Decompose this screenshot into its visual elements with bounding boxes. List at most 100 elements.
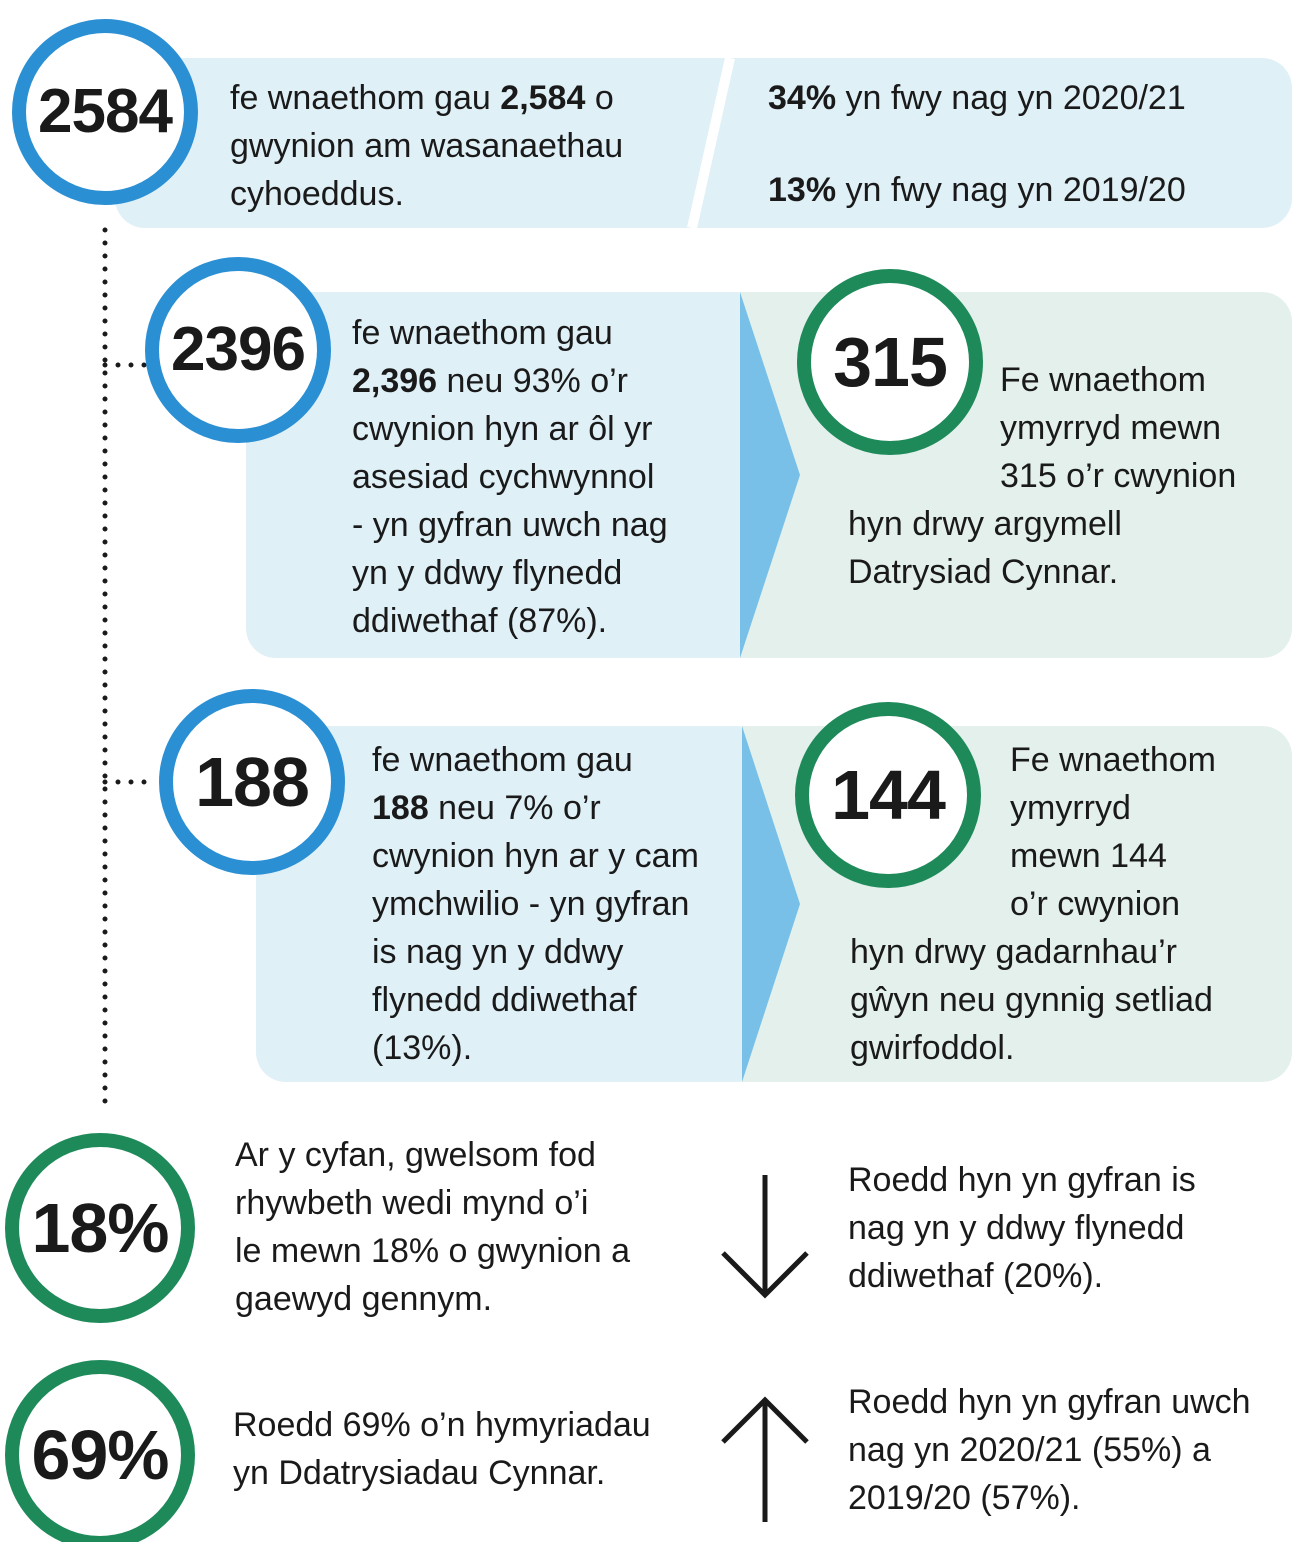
flow-arrow bbox=[740, 292, 800, 658]
text-line: fe wnaethom gau bbox=[372, 736, 633, 784]
text-line: 13% yn fwy nag yn 2019/20 bbox=[768, 166, 1186, 214]
text: (13%). bbox=[372, 1029, 473, 1067]
trend-arrow-up bbox=[721, 1396, 809, 1522]
text-line: 188 neu 7% o’r bbox=[372, 784, 601, 832]
text-line: ddiwethaf (20%). bbox=[848, 1252, 1103, 1300]
text-line: - yn gyfran uwch nag bbox=[352, 501, 668, 549]
text: Roedd 69% o’n hymyriadau bbox=[233, 1406, 651, 1444]
bold-text: 2,584 bbox=[500, 79, 586, 117]
circle bbox=[5, 1133, 195, 1323]
text-line: 315 o’r cwynion bbox=[1000, 452, 1236, 500]
bold-text: 13% bbox=[768, 171, 837, 209]
text: 2019/20 (57%). bbox=[848, 1479, 1081, 1517]
text: neu 93% o’r bbox=[437, 362, 628, 400]
text-line: cwynion hyn ar ôl yr bbox=[352, 405, 652, 453]
text: ymyrryd mewn bbox=[1000, 409, 1222, 447]
circle bbox=[145, 257, 331, 443]
text-line: Roedd hyn yn gyfran uwch bbox=[848, 1378, 1251, 1426]
circle bbox=[5, 1360, 195, 1542]
text-line: gwynion am wasanaethau bbox=[230, 122, 623, 170]
text: ymchwilio - yn gyfran bbox=[372, 885, 690, 923]
text: neu 7% o’r bbox=[428, 789, 601, 827]
blue-panel bbox=[256, 726, 766, 1082]
text: yn fwy nag yn 2019/20 bbox=[836, 171, 1186, 209]
text: o bbox=[585, 79, 614, 117]
text: fe wnaethom gau bbox=[230, 79, 501, 117]
blue-panel bbox=[246, 292, 766, 658]
text-line: nag yn y ddwy flynedd bbox=[848, 1204, 1184, 1252]
text: le mewn 18% o gwynion a bbox=[235, 1232, 631, 1270]
text: gwirfoddol. bbox=[850, 1029, 1015, 1067]
circle-number: 144 bbox=[831, 756, 946, 834]
text-line: gaewyd gennym. bbox=[235, 1275, 492, 1323]
text: yn Ddatrysiadau Cynnar. bbox=[233, 1454, 606, 1492]
text-line: nag yn 2020/21 (55%) a bbox=[848, 1426, 1211, 1474]
circle-number: 2584 bbox=[38, 77, 173, 146]
text-line: gŵyn neu gynnig setliad bbox=[850, 976, 1213, 1024]
text: cyhoeddus. bbox=[230, 175, 404, 213]
text-line: gwirfoddol. bbox=[850, 1024, 1014, 1072]
text: gwynion am wasanaethau bbox=[230, 127, 624, 165]
text: mewn 144 bbox=[1010, 837, 1167, 875]
text: fe wnaethom gau bbox=[352, 314, 613, 352]
text: flynedd ddiwethaf bbox=[372, 981, 637, 1019]
text-line: ymchwilio - yn gyfran bbox=[372, 880, 689, 928]
trend-arrows bbox=[721, 1175, 809, 1522]
flow-arrow bbox=[742, 726, 800, 1082]
text-line: Roedd hyn yn gyfran is bbox=[848, 1156, 1196, 1204]
text: Datrysiad Cynnar. bbox=[848, 553, 1119, 591]
text-line: yn Ddatrysiadau Cynnar. bbox=[233, 1449, 605, 1497]
text: 315 o’r cwynion bbox=[1000, 457, 1237, 495]
circle bbox=[12, 19, 198, 205]
trend-arrow-down bbox=[721, 1175, 809, 1299]
text: gaewyd gennym. bbox=[235, 1280, 493, 1318]
circle bbox=[159, 689, 345, 875]
circle bbox=[795, 702, 981, 888]
text-line: o’r cwynion bbox=[1010, 880, 1180, 928]
text-line: ddiwethaf (87%). bbox=[352, 597, 607, 645]
text: nag yn 2020/21 (55%) a bbox=[848, 1431, 1211, 1469]
text-line: le mewn 18% o gwynion a bbox=[235, 1227, 630, 1275]
text: hyn drwy argymell bbox=[848, 505, 1122, 543]
text-line: Fe wnaethom bbox=[1000, 356, 1206, 404]
text: yn fwy nag yn 2020/21 bbox=[836, 79, 1186, 117]
text-line: cwynion hyn ar y cam bbox=[372, 832, 699, 880]
text: o’r cwynion bbox=[1010, 885, 1181, 923]
text: ddiwethaf (87%). bbox=[352, 602, 608, 640]
bold-text: 2,396 bbox=[352, 362, 438, 400]
text: gŵyn neu gynnig setliad bbox=[850, 981, 1213, 1019]
text-line: ymyrryd mewn bbox=[1000, 404, 1221, 452]
text-line: Fe wnaethom bbox=[1010, 736, 1216, 784]
text-line: 34% yn fwy nag yn 2020/21 bbox=[768, 74, 1186, 122]
bold-text: 188 bbox=[372, 789, 429, 827]
text: rhywbeth wedi mynd o’i bbox=[235, 1184, 589, 1222]
text-line: hyn drwy gadarnhau’r bbox=[850, 928, 1177, 976]
text-line: fe wnaethom gau 2,584 o bbox=[230, 74, 614, 122]
text: cwynion hyn ar y cam bbox=[372, 837, 699, 875]
text-line: mewn 144 bbox=[1010, 832, 1167, 880]
text-line: Ar y cyfan, gwelsom fod bbox=[235, 1131, 596, 1179]
circle-number: 2396 bbox=[171, 315, 306, 384]
text-line: asesiad cychwynnol bbox=[352, 453, 654, 501]
text-line: flynedd ddiwethaf bbox=[372, 976, 637, 1024]
text: - yn gyfran uwch nag bbox=[352, 506, 668, 544]
text: ddiwethaf (20%). bbox=[848, 1257, 1104, 1295]
text: Ar y cyfan, gwelsom fod bbox=[235, 1136, 596, 1174]
text-line: Roedd 69% o’n hymyriadau bbox=[233, 1401, 651, 1449]
text-line: fe wnaethom gau bbox=[352, 309, 613, 357]
text: nag yn y ddwy flynedd bbox=[848, 1209, 1185, 1247]
circle-number: 69% bbox=[31, 1416, 169, 1494]
summary-band bbox=[115, 58, 1292, 228]
text: Roedd hyn yn gyfran uwch bbox=[848, 1383, 1251, 1421]
text: yn y ddwy flynedd bbox=[352, 554, 623, 592]
text-line: cyhoeddus. bbox=[230, 170, 404, 218]
text-line: rhywbeth wedi mynd o’i bbox=[235, 1179, 588, 1227]
text-line: 2019/20 (57%). bbox=[848, 1474, 1081, 1522]
circle-number: 18% bbox=[31, 1189, 169, 1267]
circle-number: 315 bbox=[833, 323, 948, 401]
text: fe wnaethom gau bbox=[372, 741, 633, 779]
text-line: (13%). bbox=[372, 1024, 472, 1072]
bold-text: 34% bbox=[768, 79, 837, 117]
